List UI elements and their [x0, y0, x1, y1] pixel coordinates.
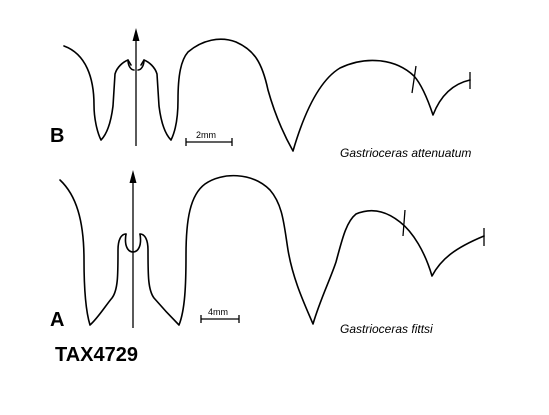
- panel-b-tick-1: [411, 65, 417, 94]
- panel-a-scale-label: 4mm: [208, 307, 228, 317]
- panel-a-species-name: Gastrioceras fittsi: [340, 322, 433, 336]
- panel-b-ventral-saddle: [127, 59, 145, 71]
- panel-a-letter: A: [50, 309, 64, 331]
- panel-a-scale-bar: [200, 315, 240, 323]
- panel-b: B 2mm Gastrioceras attenuatum: [50, 28, 471, 160]
- panel-a-tick-1: [402, 209, 406, 237]
- panel-a: A 4mm Gastrioceras fittsi: [50, 170, 485, 336]
- panel-b-scale-label: 2mm: [196, 130, 216, 140]
- panel-a-ventral-saddle: [124, 233, 142, 253]
- panel-a-ventral-arrow: [129, 170, 137, 328]
- panel-b-ventral-arrow: [132, 28, 140, 146]
- panel-a-suture-line: [59, 174, 485, 326]
- panel-b-species-name: Gastrioceras attenuatum: [340, 146, 471, 160]
- panel-b-scale-bar: [185, 138, 233, 146]
- panel-b-suture-line: [63, 38, 471, 152]
- catalog-number: TAX4729: [55, 344, 138, 366]
- panel-b-letter: B: [50, 125, 64, 147]
